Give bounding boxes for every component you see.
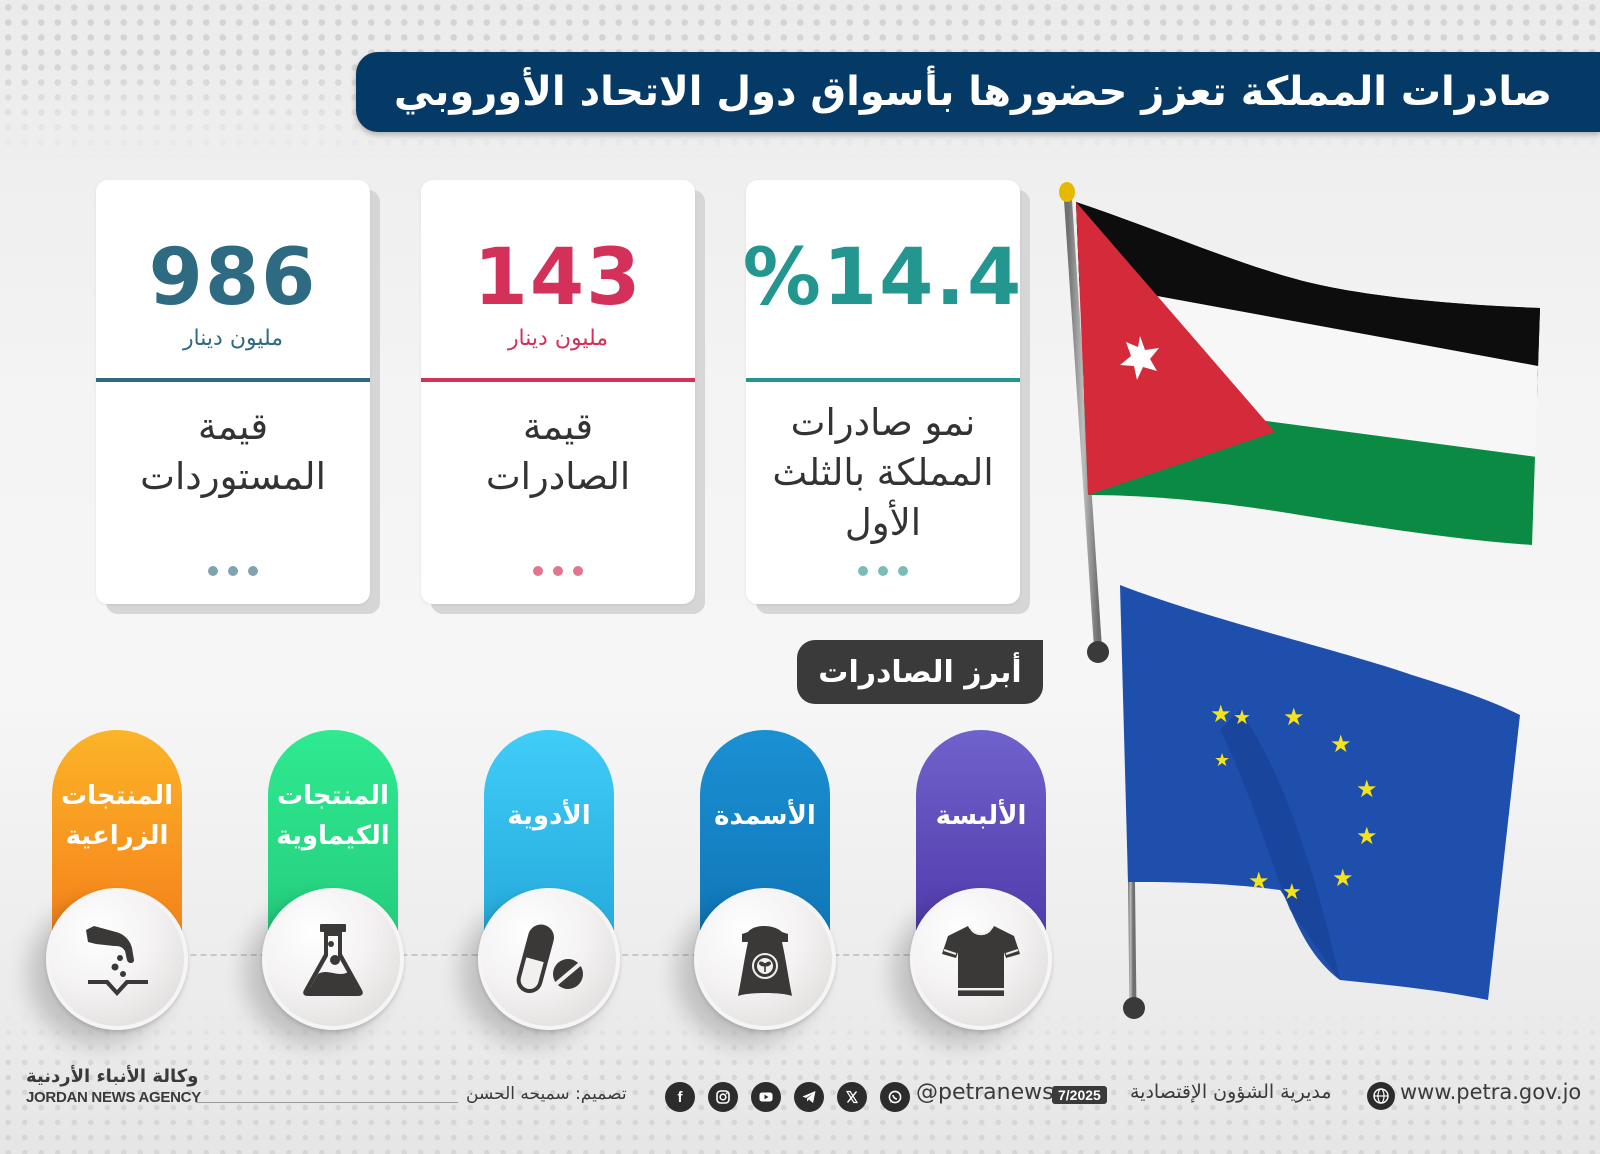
jordan-flag-icon: ★ ★ ★ ★ ★ ★ ★ ★ ★ ★	[1059, 182, 1540, 1019]
social-links: f	[665, 1082, 910, 1112]
designer-credit: تصميم: سميحه الحسن	[466, 1084, 627, 1104]
date-badge: 7/2025	[1052, 1086, 1107, 1104]
hand-sowing-icon	[86, 926, 148, 996]
export-item-pharma: الأدوية	[478, 730, 620, 1030]
card-imports: 986 مليون دينار قيمة المستوردات	[96, 180, 380, 614]
x-icon[interactable]	[837, 1082, 867, 1112]
pills-icon	[516, 924, 583, 994]
tshirt-icon	[942, 926, 1020, 996]
fertilizer-bag-icon	[738, 926, 792, 996]
svg-text:★: ★	[1356, 775, 1378, 803]
title-banner: صادرات المملكة تعزز حضورها بأسواق دول ال…	[356, 52, 1600, 132]
website-link[interactable]: www.petra.gov.jo	[1400, 1080, 1582, 1104]
svg-text:★: ★	[1283, 703, 1305, 731]
footer-rule	[196, 1102, 458, 1103]
svg-text:★: ★	[1210, 700, 1232, 728]
svg-text:★: ★	[1332, 864, 1354, 892]
exports-value: 143	[473, 233, 643, 323]
svg-text:★: ★	[1214, 750, 1230, 771]
export-item-clothing: الألبسة	[910, 730, 1052, 1030]
eu-stars: ★ ★ ★ ★ ★ ★ ★ ★ ★ ★	[1210, 700, 1378, 905]
whatsapp-icon[interactable]	[880, 1082, 910, 1112]
page-title: صادرات المملكة تعزز حضورها بأسواق دول ال…	[393, 69, 1552, 115]
divider	[96, 378, 370, 382]
growth-value: %14.4	[742, 233, 1024, 323]
dot-pattern-bottom	[0, 1010, 1600, 1154]
telegram-icon[interactable]	[794, 1082, 824, 1112]
agency-logo: وكالة الأنباء الأردنية JORDAN NEWS AGENC…	[26, 1066, 201, 1106]
export-item-agriculture: المنتجات الزراعية	[46, 730, 188, 1030]
social-handle[interactable]: @petranews	[916, 1080, 1054, 1105]
department-name: مديرية الشؤون الإقتصادية	[1130, 1081, 1332, 1103]
dots-decoration	[421, 566, 695, 576]
imports-unit: مليون دينار	[182, 326, 284, 351]
imports-label: قيمة المستوردات	[140, 405, 326, 498]
export-item-chemicals: المنتجات الكيماوية	[262, 730, 404, 1030]
globe-icon	[1367, 1082, 1395, 1110]
dots-decoration	[746, 566, 1020, 576]
flask-icon	[303, 924, 363, 996]
export-item-fertilizers: الأسمدة	[694, 730, 836, 1030]
growth-label: نمو صادرات المملكة بالثلث الأول	[772, 401, 994, 544]
exports-label: قيمة الصادرات	[485, 405, 631, 498]
section-heading-top-exports: أبرز الصادرات	[797, 640, 1043, 704]
divider	[746, 378, 1020, 382]
svg-text:★: ★	[1330, 730, 1352, 758]
card-growth: %14.4 نمو صادرات المملكة بالثلث الأول	[743, 180, 1030, 614]
exports-unit: مليون دينار	[507, 326, 609, 351]
instagram-icon[interactable]	[708, 1082, 738, 1112]
footer: وكالة الأنباء الأردنية JORDAN NEWS AGENC…	[0, 1066, 1600, 1126]
svg-text:★: ★	[1248, 867, 1270, 895]
svg-text:★: ★	[1356, 822, 1378, 850]
flags-illustration: ★ ★ ★ ★ ★ ★ ★ ★ ★ ★	[1040, 170, 1560, 1040]
dots-decoration	[96, 566, 370, 576]
facebook-icon[interactable]: f	[665, 1082, 695, 1112]
youtube-icon[interactable]	[751, 1082, 781, 1112]
card-exports: 143 مليون دينار قيمة الصادرات	[421, 180, 705, 614]
divider	[421, 378, 695, 382]
imports-value: 986	[148, 233, 318, 323]
svg-text:★: ★	[1233, 705, 1251, 729]
svg-text:★: ★	[1282, 880, 1302, 905]
